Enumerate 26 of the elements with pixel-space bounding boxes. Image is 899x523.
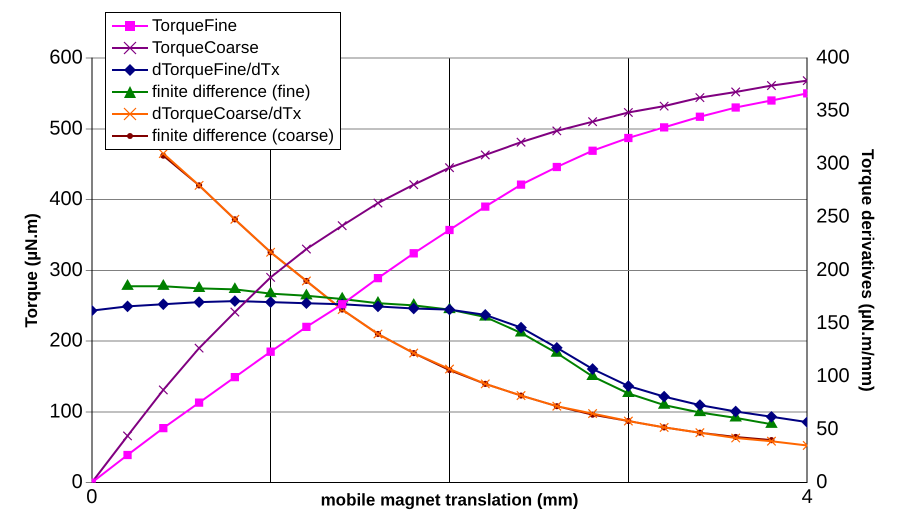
legend-label: TorqueFine xyxy=(152,15,238,37)
legend-label: finite difference (fine) xyxy=(152,81,310,103)
legend-label: TorqueCoarse xyxy=(152,37,259,59)
y2-tick-label: 0 xyxy=(816,471,828,494)
x-axis-title: mobile magnet translation (mm) xyxy=(320,490,578,510)
y-tick-label: 300 xyxy=(49,258,83,281)
y2-tick-label: 100 xyxy=(816,364,850,387)
y-tick-label: 500 xyxy=(49,117,83,140)
y2-tick-label: 200 xyxy=(816,258,850,281)
y2-axis-title: Torque derivatives (µN.m/mm) xyxy=(858,148,878,392)
y-tick-label: 400 xyxy=(49,188,83,210)
y-tick-label: 200 xyxy=(49,330,83,352)
y2-tick-label: 50 xyxy=(816,418,838,440)
y-tick-label: 600 xyxy=(49,46,83,69)
y2-tick-label: 350 xyxy=(816,100,850,122)
x-tick-label: 4 xyxy=(802,486,813,508)
y-tick-label: 100 xyxy=(49,400,83,422)
legend-label: finite difference (coarse) xyxy=(152,125,334,147)
y2-tick-label: 300 xyxy=(816,152,850,175)
y2-tick-label: 250 xyxy=(816,206,850,228)
legend-label: dTorqueCoarse/dTx xyxy=(152,103,302,125)
legend-label: dTorqueFine/dTx xyxy=(152,59,280,81)
y2-tick-label: 150 xyxy=(816,312,850,334)
y2-tick-label: 400 xyxy=(816,46,850,69)
y-axis-title: Torque (µN.m) xyxy=(22,213,41,328)
y-tick-label: 0 xyxy=(72,471,83,494)
